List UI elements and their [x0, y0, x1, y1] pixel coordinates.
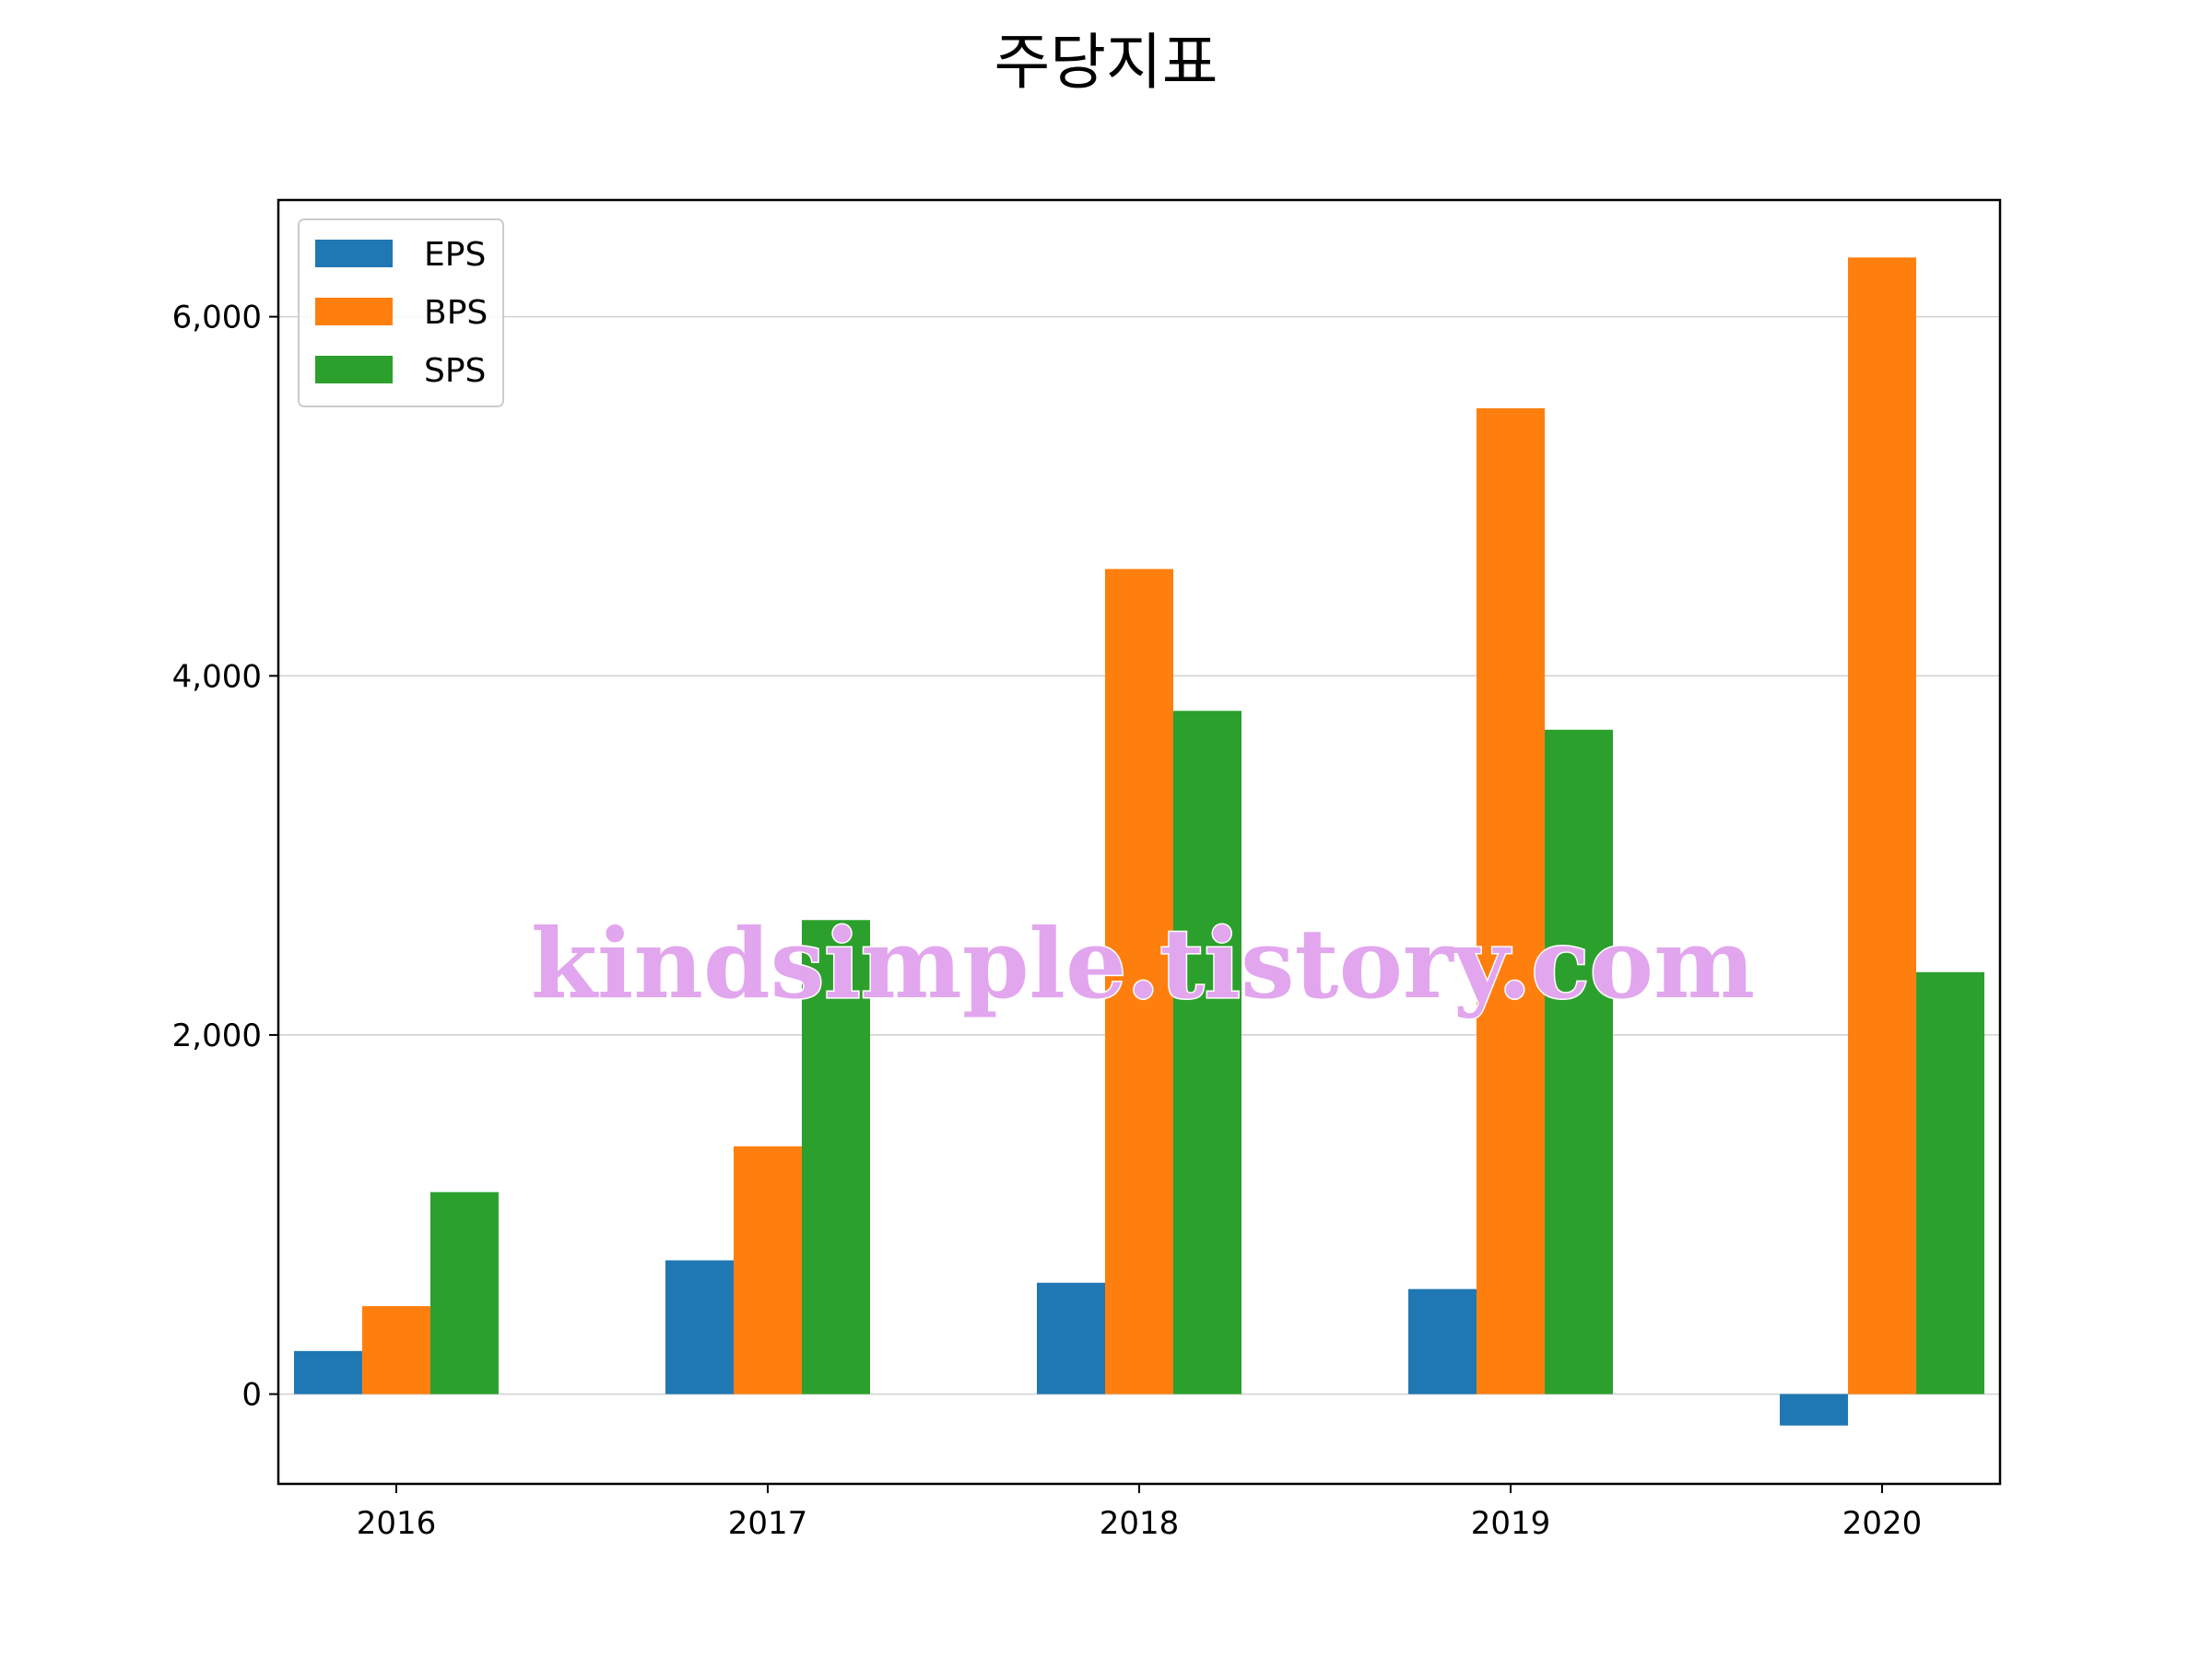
legend-swatch-eps	[315, 240, 393, 267]
bar-bps-2018	[1105, 569, 1173, 1394]
x-axis: 2016 2017 2018 2019 2020	[357, 1484, 1923, 1542]
legend: EPS BPS SPS	[298, 218, 504, 407]
y-tick-label: 6,000	[172, 300, 262, 336]
bar-eps-2018	[1037, 1282, 1105, 1394]
bar-bps-2017	[733, 1146, 802, 1394]
y-tick-label: 4,000	[172, 658, 262, 695]
watermark-text: kindsimple.tistory.com	[531, 907, 1755, 1020]
bar-sps-2020	[1916, 971, 1985, 1394]
bar-sps-2019	[1545, 729, 1614, 1394]
bar-sps-2016	[429, 1192, 499, 1394]
bars	[293, 257, 1985, 1426]
y-tick-label: 2,000	[172, 1018, 262, 1054]
y-tick-label: 0	[241, 1377, 262, 1414]
legend-label-bps: BPS	[424, 294, 488, 332]
bar-bps-2019	[1477, 407, 1546, 1394]
x-tick-label: 2019	[1471, 1505, 1551, 1542]
bar-bps-2020	[1848, 257, 1917, 1394]
bar-eps-2016	[293, 1350, 362, 1394]
bar-eps-2020	[1780, 1394, 1849, 1426]
legend-swatch-bps	[315, 298, 393, 325]
x-tick-label: 2018	[1100, 1505, 1180, 1542]
bar-eps-2017	[665, 1260, 734, 1394]
x-tick-label: 2017	[728, 1505, 808, 1542]
legend-swatch-sps	[315, 356, 393, 383]
x-tick-label: 2016	[357, 1505, 437, 1542]
bar-sps-2018	[1173, 711, 1241, 1394]
legend-label-eps: EPS	[424, 236, 486, 274]
x-tick-label: 2020	[1842, 1505, 1923, 1542]
chart-title: 주당지표	[994, 27, 1218, 98]
bar-bps-2016	[361, 1306, 430, 1394]
y-axis: 0 2,000 4,000 6,000	[172, 300, 278, 1414]
bar-eps-2019	[1408, 1288, 1477, 1394]
bar-sps-2017	[801, 920, 870, 1394]
legend-label-sps: SPS	[424, 352, 486, 390]
